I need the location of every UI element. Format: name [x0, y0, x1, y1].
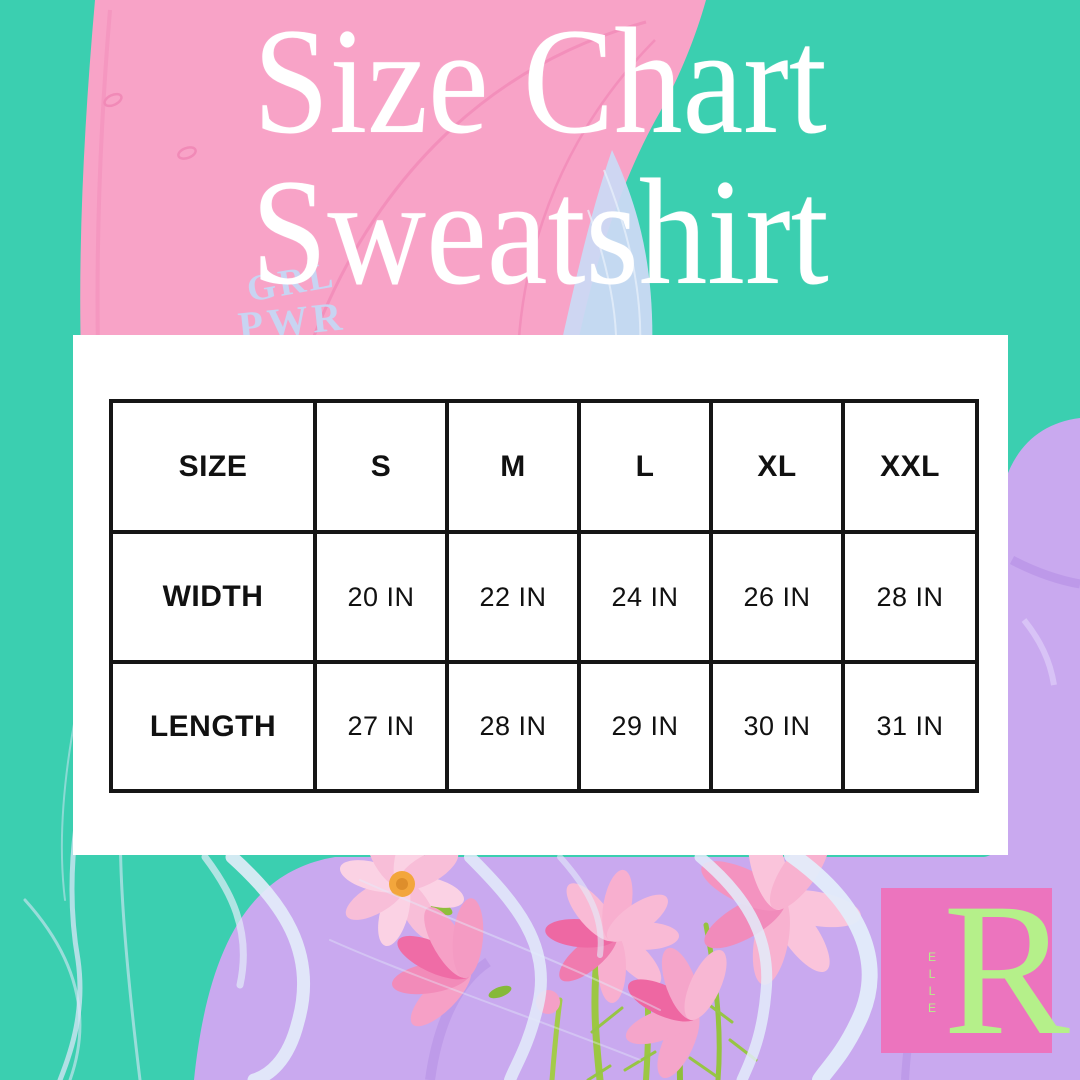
cap-stitch [103, 92, 123, 108]
header-cell-size: SIZE [109, 399, 317, 534]
header-cell-xxl: XXL [841, 399, 979, 534]
value-cell: 28 IN [841, 530, 979, 664]
header-cell-xl: XL [709, 399, 845, 534]
title-line1: Size Chart [253, 0, 827, 165]
value-cell: 26 IN [709, 530, 845, 664]
value-cell: 31 IN [841, 660, 979, 793]
bottom-hair-strands [201, 847, 878, 1080]
brand-logo: R ELLE [881, 875, 1070, 1065]
value-cell: 24 IN [577, 530, 713, 664]
table-header-row: SIZE S M L XL XXL [109, 399, 979, 534]
row-label-width: WIDTH [109, 530, 317, 664]
cap-seam [516, 39, 656, 353]
pink-cap-shape [80, 0, 707, 358]
value-cell: 29 IN [577, 660, 713, 793]
value-cell: 22 IN [445, 530, 581, 664]
header-cell-l: L [577, 399, 713, 534]
size-chart-table: SIZE S M L XL XXL WIDTH 20 IN 22 IN 24 I… [109, 399, 979, 793]
value-cell: 30 IN [709, 660, 845, 793]
title-line2: Sweatshirt [251, 148, 829, 316]
page-title: Size Chart Sweatshirt [54, 0, 1026, 316]
table-row-length: LENGTH 27 IN 28 IN 29 IN 30 IN 31 IN [109, 660, 979, 793]
cap-stitch [177, 146, 197, 160]
header-cell-s: S [313, 399, 449, 534]
size-chart-panel: SIZE S M L XL XXL WIDTH 20 IN 22 IN 24 I… [73, 335, 1008, 855]
value-cell: 27 IN [313, 660, 449, 793]
value-cell: 20 IN [313, 530, 449, 664]
logo-brand-text: ELLE [925, 950, 939, 1018]
cap-seam [306, 20, 647, 353]
header-cell-m: M [445, 399, 581, 534]
sweatshirt-fold [1009, 556, 1080, 589]
cap-seam [95, 9, 112, 353]
table-row-width: WIDTH 20 IN 22 IN 24 IN 26 IN 28 IN [109, 530, 979, 664]
logo-monogram: R [943, 865, 1070, 1075]
hair-curl [784, 847, 878, 1080]
sweatshirt-highlight [1021, 618, 1057, 686]
row-label-length: LENGTH [109, 660, 317, 793]
leaf [488, 985, 512, 999]
value-cell: 28 IN [445, 660, 581, 793]
